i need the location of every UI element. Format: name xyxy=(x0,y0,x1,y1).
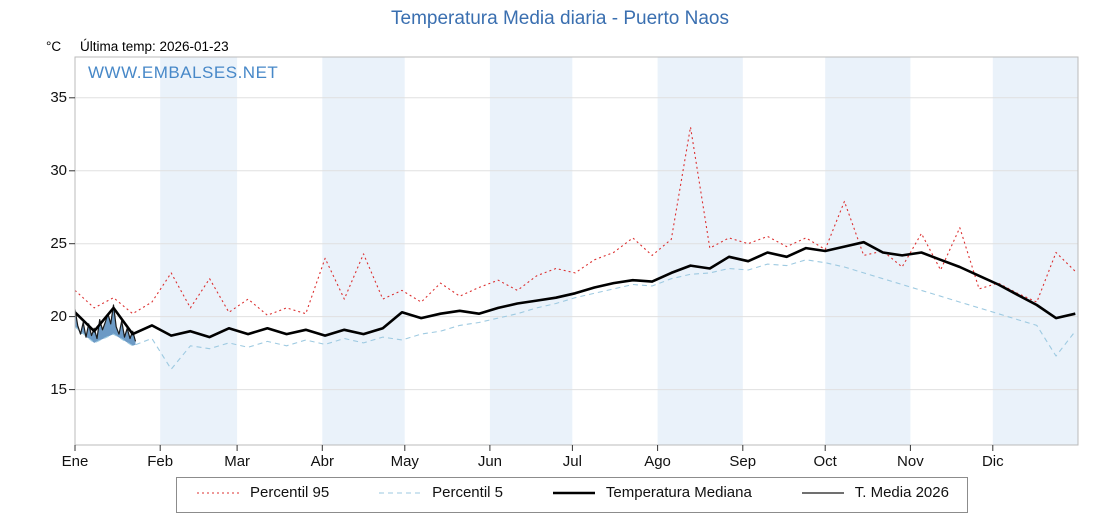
dashed-blue-line-icon xyxy=(379,491,422,494)
legend-item-label: Percentil 5 xyxy=(432,484,503,501)
legend-item-temperatura-mediana: Temperatura Mediana xyxy=(551,484,752,501)
series-percentil-95 xyxy=(75,126,1076,316)
x-tick-label: Mar xyxy=(224,453,251,470)
x-tick-label: Sep xyxy=(729,453,757,470)
x-tick-label: Dic xyxy=(981,453,1004,470)
current-year-fill xyxy=(75,305,136,346)
chart-title: Temperatura Media diaria - Puerto Naos xyxy=(391,8,729,29)
month-band xyxy=(160,57,238,445)
last-temp-label: Última temp: 2026-01-23 xyxy=(80,39,229,54)
month-band xyxy=(992,57,1078,445)
y-tick-label: 20 xyxy=(50,307,67,325)
series-t-media-2026 xyxy=(75,304,137,342)
x-tick-label: Abr xyxy=(310,453,334,470)
y-tick-label: 35 xyxy=(50,88,67,106)
month-band xyxy=(322,57,405,445)
legend-item-percentil-5: Percentil 5 xyxy=(377,484,503,501)
x-tick-label: Jun xyxy=(477,453,503,470)
y-axis-unit-label: °C xyxy=(46,39,62,54)
x-tick-label: Ene xyxy=(61,453,89,470)
x-tick-label: Oct xyxy=(813,453,837,470)
month-band xyxy=(825,57,911,445)
thin-black-line-icon xyxy=(801,491,844,494)
x-tick-label: May xyxy=(390,453,419,470)
watermark: WWW.EMBALSES.NET xyxy=(88,63,279,82)
legend-item-label: T. Media 2026 xyxy=(854,484,949,501)
plot-border xyxy=(74,56,1079,446)
month-band xyxy=(657,57,743,445)
legend-item-t-media-2026: T. Media 2026 xyxy=(800,484,949,501)
chart-canvas xyxy=(69,56,1079,451)
y-tick-label: 30 xyxy=(50,161,67,179)
y-tick-label: 25 xyxy=(50,234,67,252)
series-temperatura-mediana xyxy=(75,240,1076,339)
x-tick-label: Nov xyxy=(897,453,924,470)
legend-item-label: Percentil 95 xyxy=(250,484,330,501)
month-band xyxy=(489,57,573,445)
page: { "title": "Temperatura Media diaria - P… xyxy=(46,8,1079,513)
x-tick-label: Feb xyxy=(147,453,174,470)
x-tick-label: Ago xyxy=(644,453,671,470)
y-tick-label: 15 xyxy=(50,380,67,398)
thick-black-line-icon xyxy=(552,491,595,494)
legend-item-percentil-95: Percentil 95 xyxy=(195,484,329,501)
series-percentil-5 xyxy=(75,259,1076,370)
legend: Percentil 95 Percentil 5 Temperatura Media… xyxy=(176,477,968,513)
legend-item-label: Temperatura Mediana xyxy=(605,484,752,501)
x-tick-label: Jul xyxy=(562,453,582,470)
dotted-red-line-icon xyxy=(197,491,239,494)
